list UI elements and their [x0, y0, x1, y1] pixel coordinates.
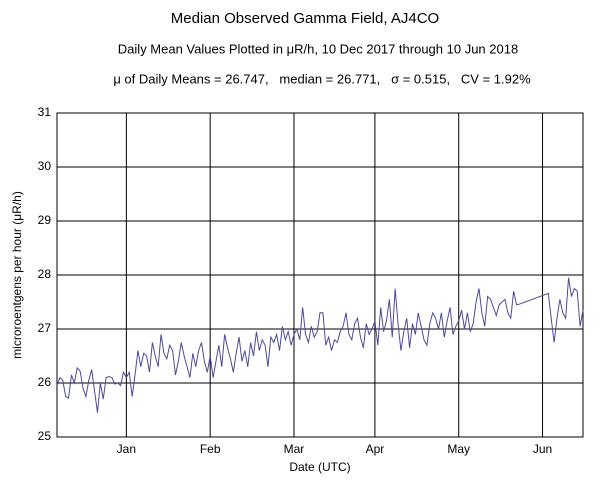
- y-tick-label: 27: [38, 321, 52, 335]
- x-tick-label: Jun: [533, 442, 552, 456]
- data-line: [56, 277, 584, 413]
- stats-line: μ of Daily Means = 26.747, median = 26.7…: [113, 71, 531, 86]
- y-tick-label: 31: [38, 105, 52, 119]
- chart-title: Median Observed Gamma Field, AJ4CO: [171, 10, 439, 27]
- y-tick-label: 25: [38, 429, 52, 443]
- y-tick-label: 30: [38, 159, 52, 173]
- x-tick-label: Apr: [366, 442, 385, 456]
- y-tick-label: 26: [38, 375, 52, 389]
- chart-subtitle: Daily Mean Values Plotted in μR/h, 10 De…: [118, 41, 518, 56]
- x-tick-label: Jan: [117, 442, 136, 456]
- x-tick-label: May: [447, 442, 470, 456]
- x-tick-label: Mar: [284, 442, 305, 456]
- x-tick-label: Feb: [200, 442, 221, 456]
- y-tick-label: 28: [38, 267, 52, 281]
- x-axis-label: Date (UTC): [289, 460, 350, 474]
- y-tick-label: 29: [38, 213, 52, 227]
- y-axis-label: microroentgens per hour (μR/h): [10, 191, 24, 359]
